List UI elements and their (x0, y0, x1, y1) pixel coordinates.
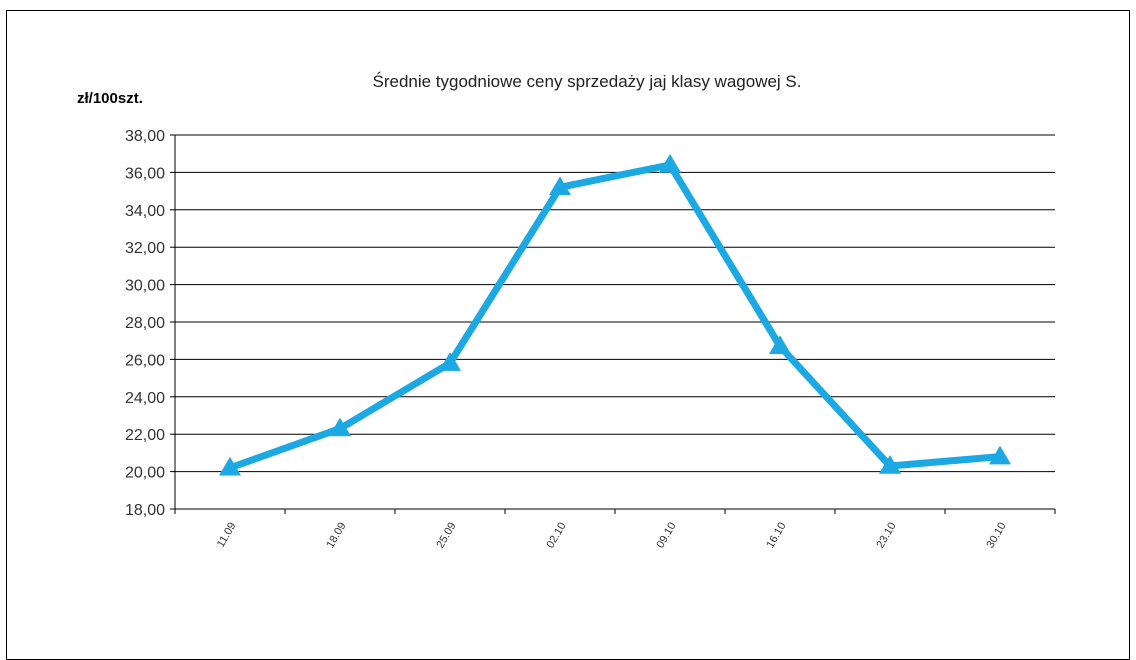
x-tick-label: 30.10 (984, 521, 1008, 551)
y-tick-label: 28,00 (125, 315, 165, 332)
data-point-marker (329, 417, 351, 437)
y-tick-label: 18,00 (125, 502, 165, 519)
y-tick-label: 30,00 (125, 278, 165, 295)
data-point-marker (219, 456, 241, 476)
data-point-marker (879, 454, 901, 474)
x-tick-label: 18.09 (324, 521, 348, 551)
data-point-marker (659, 153, 681, 173)
x-tick-label: 23.10 (874, 521, 898, 551)
gridlines (175, 134, 1055, 473)
data-point-marker (439, 352, 461, 371)
y-axis-label: zł/100szt. (77, 90, 143, 107)
x-tick-label: 02.10 (544, 521, 568, 551)
y-tick-label: 38,00 (125, 128, 165, 145)
y-tick-label: 22,00 (125, 427, 165, 444)
y-tick-label: 34,00 (125, 203, 165, 220)
x-tick-label: 11.09 (215, 521, 239, 550)
x-tick-label: 09.10 (654, 521, 678, 551)
line-chart: Średnie tygodniowe ceny sprzedaży jaj kl… (77, 72, 1056, 551)
y-tick-label: 20,00 (125, 465, 165, 482)
data-point-marker (989, 445, 1011, 465)
y-axis-ticks: 18,00 20,00 22,00 24,00 26,00 28,00 30,00 32,00… (125, 128, 175, 519)
data-point-marker (549, 176, 571, 196)
x-tick-label: 25.09 (434, 521, 458, 551)
data-point-marker (769, 335, 791, 355)
y-tick-label: 32,00 (125, 240, 165, 257)
series-group (219, 153, 1011, 476)
series-line (226, 161, 1004, 472)
y-tick-label: 24,00 (125, 390, 165, 407)
chart-frame: Średnie tygodniowe ceny sprzedaży jaj kl… (6, 10, 1130, 660)
chart-title: Średnie tygodniowe ceny sprzedaży jaj kl… (372, 72, 801, 91)
x-tick-label: 16.10 (764, 521, 788, 551)
x-axis: 11.09 18.09 25.09 02.10 09.10 16.10 23.10 30.10 (174, 135, 1056, 551)
y-tick-label: 26,00 (125, 352, 165, 369)
y-tick-label: 36,00 (125, 165, 165, 182)
